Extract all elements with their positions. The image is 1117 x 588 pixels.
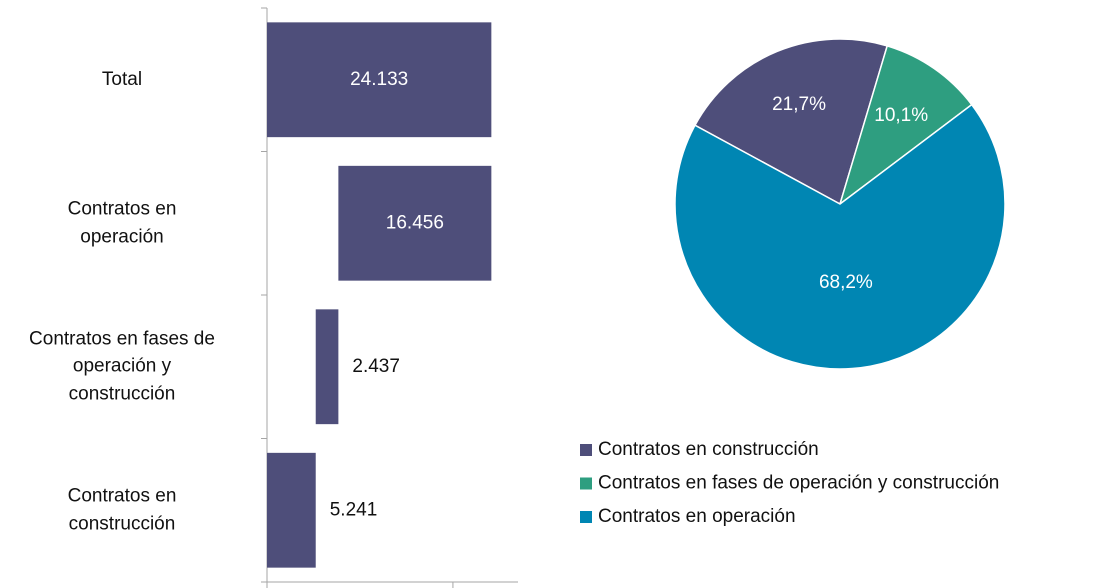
bar <box>338 165 492 281</box>
bar <box>267 22 492 138</box>
bar <box>315 309 339 425</box>
slice-label: 21,7% <box>772 94 826 115</box>
value-label: 2.437 <box>352 356 400 377</box>
bar <box>267 452 316 568</box>
pie-slice <box>693 38 889 206</box>
category-label: Contratos en construcción <box>67 485 177 535</box>
pie-slice <box>674 103 1006 370</box>
value-label: 16.456 <box>386 212 444 233</box>
legend-swatch <box>580 477 592 490</box>
pie-slice <box>838 44 973 206</box>
legend-swatch <box>580 444 592 456</box>
legend-label: Contratos en operación <box>598 506 796 527</box>
value-label: 24.133 <box>350 69 408 90</box>
slice-label: 10,1% <box>874 105 928 126</box>
category-label: Contratos en operación <box>67 198 177 248</box>
category-label: Total <box>101 68 143 90</box>
value-label: 5.241 <box>330 499 378 520</box>
legend-swatch <box>580 511 592 523</box>
category-label: Contratos en fases de operación y constr… <box>29 328 215 405</box>
legend-label: Contratos en construcción <box>598 439 819 460</box>
legend-label: Contratos en fases de operación y constr… <box>598 473 999 494</box>
slice-label: 68,2% <box>819 272 873 293</box>
